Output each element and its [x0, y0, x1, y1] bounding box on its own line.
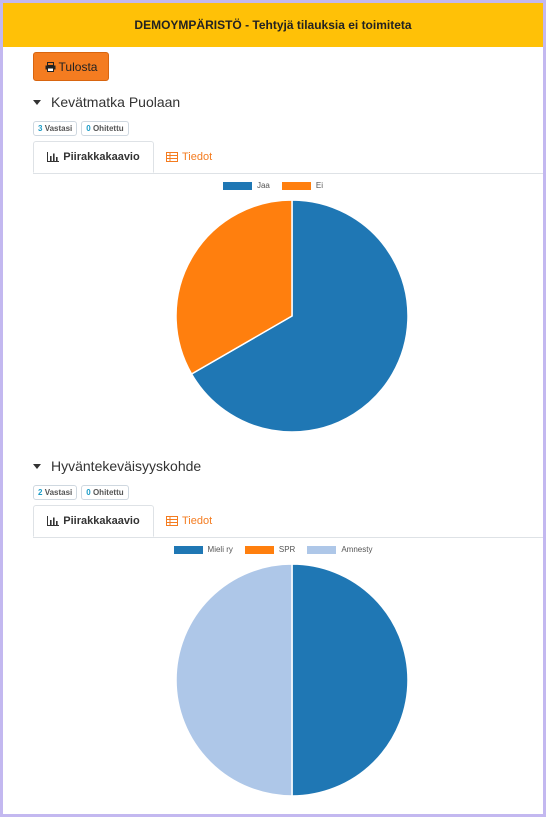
- legend-label: Ei: [315, 181, 324, 190]
- tab-details[interactable]: Tiedot: [166, 141, 212, 173]
- section-title: Hyväntekeväisyyskohde: [51, 458, 202, 474]
- chart-legend: Jaa Ei: [0, 181, 546, 190]
- legend-label: Mieli ry: [207, 545, 233, 554]
- legend-swatch: [281, 181, 311, 190]
- printer-icon: [45, 61, 56, 72]
- skipped-badge: 0 Ohitettu: [81, 485, 129, 500]
- print-button[interactable]: Tulosta: [33, 52, 109, 81]
- demo-banner-text: DEMOYMPÄRISTÖ - Tehtyjä tilauksia ei toi…: [134, 18, 412, 32]
- caret-down-icon[interactable]: [33, 463, 41, 469]
- answered-badge: 2 Vastasi: [33, 485, 78, 500]
- section-header[interactable]: Hyväntekeväisyyskohde: [33, 458, 201, 474]
- legend-swatch: [173, 545, 203, 554]
- section-tabs: Piirakkakaavio Tiedot: [33, 505, 543, 538]
- chart-legend: Mieli ry SPR Amnesty: [0, 545, 546, 554]
- bar-chart-icon: [47, 152, 60, 162]
- legend-swatch: [222, 181, 252, 190]
- print-button-label: Tulosta: [58, 59, 98, 74]
- bar-chart-icon: [47, 516, 60, 526]
- legend-swatch: [244, 545, 274, 554]
- legend-item[interactable]: Amnesty: [307, 545, 372, 554]
- tab-details[interactable]: Tiedot: [166, 505, 212, 537]
- legend-item[interactable]: Jaa: [222, 181, 270, 190]
- pie-slice-jaa[interactable]: [190, 199, 409, 433]
- tab-pie-chart[interactable]: Piirakkakaavio: [33, 141, 154, 173]
- section-tabs: Piirakkakaavio Tiedot: [33, 141, 543, 174]
- legend-item[interactable]: SPR: [244, 545, 296, 554]
- demo-banner: DEMOYMPÄRISTÖ - Tehtyjä tilauksia ei toi…: [3, 3, 543, 47]
- pie-chart: [175, 563, 409, 797]
- legend-item[interactable]: Mieli ry: [173, 545, 233, 554]
- legend-item[interactable]: Ei: [281, 181, 324, 190]
- caret-down-icon[interactable]: [33, 99, 41, 105]
- legend-label: Jaa: [256, 181, 270, 190]
- section-title: Kevätmatka Puolaan: [51, 94, 181, 110]
- section-header[interactable]: Kevätmatka Puolaan: [33, 94, 180, 110]
- pie-chart: [175, 199, 409, 433]
- tab-pie-chart[interactable]: Piirakkakaavio: [33, 505, 154, 537]
- table-icon: [166, 516, 178, 526]
- pie-slice-amnesty[interactable]: [175, 563, 293, 797]
- table-icon: [166, 152, 178, 162]
- legend-label: Amnesty: [341, 545, 373, 554]
- pie-slice-mieli-ry[interactable]: [291, 563, 409, 797]
- legend-label: SPR: [278, 545, 296, 554]
- skipped-badge: 0 Ohitettu: [81, 121, 129, 136]
- legend-swatch: [307, 545, 337, 554]
- answered-badge: 3 Vastasi: [33, 121, 78, 136]
- pie-slice-ei[interactable]: [175, 199, 293, 376]
